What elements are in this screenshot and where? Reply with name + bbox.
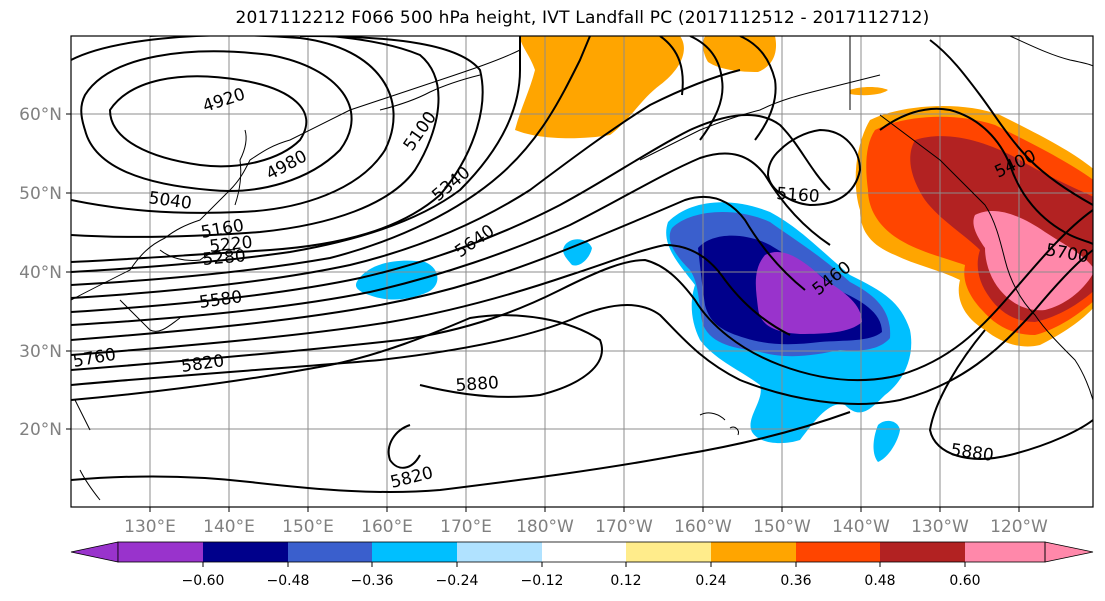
- contour-label: 5280: [202, 246, 247, 270]
- lon-tick-label: 130°E: [124, 517, 176, 537]
- colorbar-tick-label: 0.36: [780, 573, 811, 589]
- lat-tick-label: 60°N: [19, 105, 62, 125]
- colorbar-tick-label: 0.24: [695, 573, 726, 589]
- contour-label: 5160: [776, 184, 821, 207]
- lat-tick-label: 30°N: [19, 342, 62, 362]
- colorbar-segment: [542, 542, 626, 562]
- ivt-positive-core: [973, 211, 1093, 311]
- colorbar-tick-label: −0.12: [521, 573, 564, 589]
- colorbar-extend-high: [1044, 541, 1094, 563]
- colorbar-frame: [117, 541, 1046, 563]
- contour-label: 5220: [208, 233, 253, 257]
- colorbar-tick-label: 0.60: [949, 573, 980, 589]
- lat-tick-label: 20°N: [19, 420, 62, 440]
- lon-tick-label: 150°W: [753, 517, 811, 537]
- colorbar-segment: [457, 542, 542, 562]
- map-title: 2017112212 F066 500 hPa height, IVT Land…: [235, 8, 930, 28]
- coastlines: [71, 36, 1093, 501]
- latitude-axis: 60°N 50°N 40°N 30°N 20°N: [19, 105, 71, 440]
- colorbar-tick-label: 0.48: [864, 573, 895, 589]
- ivt-positive-patch: [850, 87, 888, 96]
- lon-tick-label: 130°W: [911, 517, 969, 537]
- colorbar-tick-label: −0.36: [351, 573, 394, 589]
- colorbar-segment: [372, 542, 457, 562]
- colorbar-segment: [288, 542, 372, 562]
- map-plot[interactable]: 4920 4980 5040 5100 5160 5220 5280 5340 …: [71, 33, 1100, 507]
- ivt-negative-patch-2: [563, 239, 592, 266]
- colorbar-segment: [118, 542, 203, 562]
- colorbar-segment: [965, 542, 1045, 562]
- lat-tick-label: 50°N: [19, 184, 62, 204]
- lon-tick-label: 150°E: [282, 517, 334, 537]
- colorbar-tick-label: −0.60: [182, 573, 225, 589]
- colorbar-tick-label: −0.24: [436, 573, 479, 589]
- lon-tick-label: 140°E: [203, 517, 255, 537]
- colorbar-segment: [880, 542, 965, 562]
- lat-tick-label: 40°N: [19, 263, 62, 283]
- lon-tick-label: 170°E: [440, 517, 492, 537]
- longitude-axis: 130°E 140°E 150°E 160°E 170°E 180°W 170°…: [124, 507, 1048, 537]
- colorbar-tick-label: 0.12: [610, 573, 641, 589]
- colorbar-segment: [796, 542, 880, 562]
- colorbar-segment: [203, 542, 288, 562]
- colorbar-extend-low: [70, 541, 119, 563]
- contour-label: 5880: [455, 373, 500, 396]
- colorbar-tick-label: −0.48: [267, 573, 310, 589]
- lon-tick-label: 160°W: [674, 517, 732, 537]
- lon-tick-label: 120°W: [990, 517, 1048, 537]
- colorbar-segment: [711, 542, 796, 562]
- ivt-shading: [355, 36, 1093, 462]
- colorbar-segment: [626, 542, 711, 562]
- ivt-positive-north: [515, 36, 684, 139]
- lon-tick-label: 170°W: [595, 517, 653, 537]
- ivt-positive-north-2: [703, 36, 777, 72]
- ivt-negative-patch-3: [873, 420, 900, 462]
- lon-tick-label: 180°W: [516, 517, 574, 537]
- lon-tick-label: 140°W: [832, 517, 890, 537]
- colorbar: −0.60 −0.48 −0.36 −0.24 −0.12 0.12 0.24 …: [70, 541, 1094, 589]
- lon-tick-label: 160°E: [361, 517, 413, 537]
- height-contours: [71, 36, 1093, 493]
